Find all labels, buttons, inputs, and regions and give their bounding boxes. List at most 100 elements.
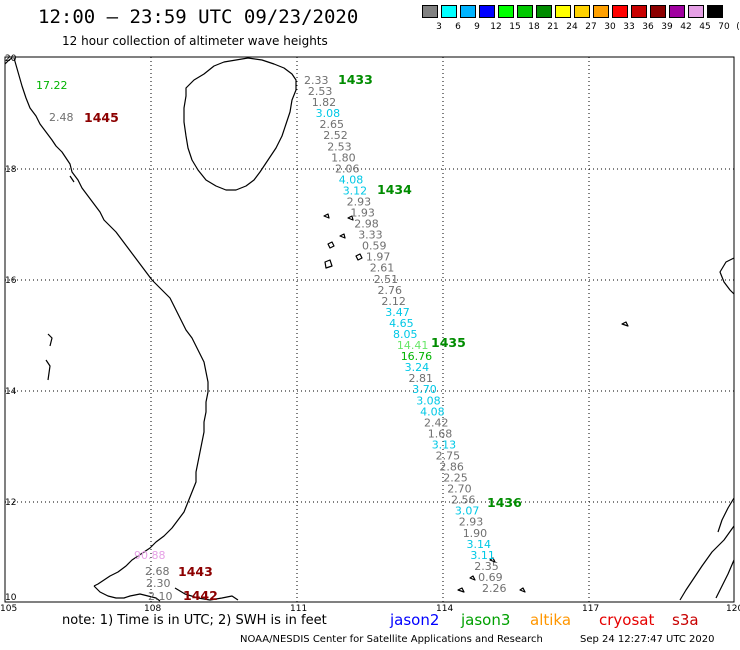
map-frame [4, 56, 735, 603]
wave-value: 4.65 [389, 317, 414, 330]
wave-value: 4.08 [339, 173, 364, 186]
coastline-mekong [93, 585, 161, 602]
wave-value: 2.33 [304, 74, 329, 87]
page-subtitle: 12 hour collection of altimeter wave hei… [62, 34, 328, 48]
wave-value: 4.08 [420, 405, 445, 418]
island-small-3 [69, 175, 75, 183]
wave-value: 1.93 [350, 207, 375, 220]
legend-label: 18 [528, 22, 540, 32]
satellite-cryosat: cryosat [599, 611, 655, 629]
coastline-palawan [679, 525, 735, 601]
wave-value: 0.59 [362, 240, 387, 253]
lon-label: 117 [582, 604, 599, 614]
legend-label: 39 [661, 22, 673, 32]
wave-value: 2.98 [354, 218, 379, 231]
wave-value: 1.68 [428, 427, 453, 440]
legend-swatch [650, 5, 666, 18]
wave-value: 2.76 [378, 284, 403, 297]
island-spratly-2 [469, 575, 476, 581]
wave-value: 2.53 [327, 140, 352, 153]
legend-label: 42 [680, 22, 692, 32]
legend-swatch [460, 5, 476, 18]
lat-label: 18 [5, 165, 17, 175]
legend-label: 27 [585, 22, 597, 32]
wave-value: 3.70 [412, 383, 437, 396]
island-spratly-3 [519, 587, 526, 593]
satellite-altika: altika [530, 611, 572, 629]
wave-value: 2.35 [474, 560, 499, 573]
wave-value: 2.81 [409, 372, 434, 385]
lon-label: 120 [726, 604, 740, 614]
island-paracel-3 [355, 253, 363, 261]
coastline-mindoro [717, 497, 735, 533]
wave-value: 2.61 [370, 262, 395, 275]
pass-label-1435: 1435 [431, 335, 466, 350]
island-spratly-4 [489, 557, 496, 563]
legend-swatch [631, 5, 647, 18]
island-small-1 [47, 333, 53, 347]
pass-label-1434: 1434 [377, 182, 412, 197]
wave-value: 90.88 [134, 549, 166, 562]
wave-value: 2.42 [424, 416, 449, 429]
wave-value: 1.97 [366, 251, 391, 264]
wave-value: 3.08 [416, 394, 441, 407]
wave-value: 1.80 [331, 151, 356, 164]
legend-label: 21 [547, 22, 559, 32]
wave-value: 14.41 [397, 339, 429, 352]
legend-label: 24 [566, 22, 578, 32]
satellite-jason2: jason2 [390, 611, 440, 629]
wave-value: 2.10 [148, 590, 173, 603]
legend-label: 45 [699, 22, 711, 32]
legend-swatch [555, 5, 571, 18]
wave-value: 2.65 [320, 118, 345, 131]
island-spratly-1 [457, 587, 465, 593]
wave-value: 2.30 [146, 577, 171, 590]
footer-credit: NOAA/NESDIS Center for Satellite Applica… [240, 634, 543, 645]
coastline-vietnam [13, 57, 209, 587]
lat-label: 20 [5, 54, 17, 64]
wave-value: 3.13 [432, 438, 457, 451]
satellite-s3a: s3a [672, 611, 699, 629]
wave-value: 2.93 [347, 196, 372, 209]
island-paracel-2 [324, 259, 333, 269]
lat-label: 10 [5, 593, 17, 603]
legend-label: 12 [490, 22, 502, 32]
wave-value: 16.76 [401, 350, 433, 363]
coastline-hainan [183, 57, 297, 191]
legend-swatch [479, 5, 495, 18]
coastline [4, 57, 735, 602]
wave-value: 3.47 [385, 306, 410, 319]
legend-swatch [441, 5, 457, 18]
wave-value: 2.70 [447, 483, 472, 496]
graticule [5, 57, 734, 602]
legend-label: 30 [604, 22, 616, 32]
wave-value: 3.33 [358, 229, 383, 242]
wave-value: 2.75 [436, 450, 461, 463]
page-title: 12:00 – 23:59 UTC 09/23/2020 [38, 6, 359, 28]
wave-value: 8.05 [393, 328, 418, 341]
legend-swatch [593, 5, 609, 18]
legend-swatch [517, 5, 533, 18]
pass-label-1433: 1433 [338, 72, 373, 87]
wave-value: 3.11 [470, 549, 495, 562]
legend-label: (ft) [736, 22, 740, 32]
island-paracel-6 [347, 215, 354, 221]
legend-swatch [669, 5, 685, 18]
lon-label: 108 [144, 604, 161, 614]
legend-swatch [498, 5, 514, 18]
legend-label: 6 [455, 22, 461, 32]
wave-value: 3.24 [405, 361, 430, 374]
wave-value: 2.52 [323, 129, 348, 142]
legend-swatch [612, 5, 628, 18]
footer-timestamp: Sep 24 12:27:47 UTC 2020 [580, 634, 715, 645]
pass-label-1442: 1442 [183, 588, 218, 603]
island-pe-1 [621, 321, 629, 327]
wave-value: 3.14 [467, 538, 492, 551]
legend-swatch [707, 5, 723, 18]
wave-value: 2.26 [482, 582, 507, 595]
lon-label: 114 [436, 604, 453, 614]
legend-label: 15 [509, 22, 521, 32]
wave-value: 3.07 [455, 505, 480, 518]
island-paracel-4 [323, 213, 330, 219]
wave-value: 2.53 [308, 85, 333, 98]
